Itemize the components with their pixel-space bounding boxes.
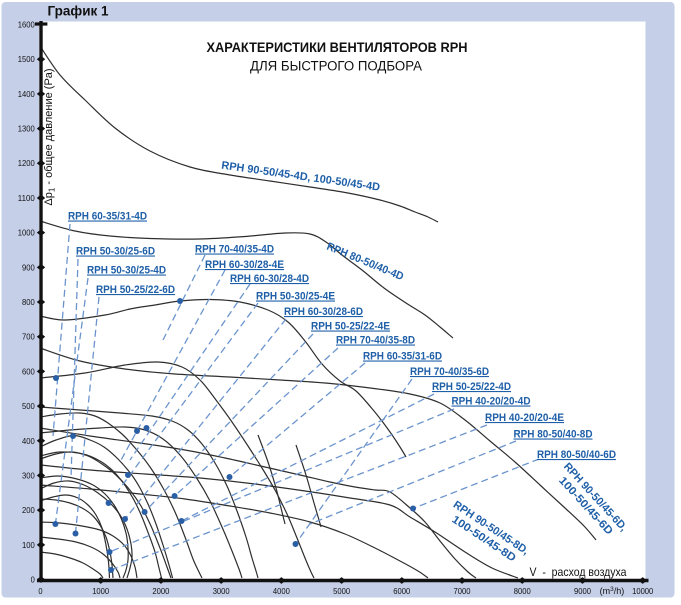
svg-text:ДЛЯ БЫСТРОГО ПОДБОРА: ДЛЯ БЫСТРОГО ПОДБОРА [250,59,422,74]
svg-text:RPH 80-50/40-8D: RPH 80-50/40-8D [514,429,593,441]
svg-text:RPH 60-35/31-4D: RPH 60-35/31-4D [68,211,147,223]
svg-text:RPH 60-30/28-4E: RPH 60-30/28-4E [205,259,284,271]
svg-text:9000: 9000 [574,586,591,596]
svg-text:Δp1 - общее давление (Pa): Δp1 - общее давление (Pa) [43,68,57,205]
svg-text:RPH 60-30/28-6D: RPH 60-30/28-6D [284,306,363,318]
svg-text:700: 700 [22,332,35,342]
svg-text:1500: 1500 [18,54,35,64]
svg-text:RPH 70-40/35-8D: RPH 70-40/35-8D [336,335,415,347]
svg-text:7000: 7000 [454,586,471,596]
svg-text:300: 300 [22,470,35,480]
svg-text:1100: 1100 [18,193,35,203]
svg-text:2000: 2000 [152,586,169,596]
svg-text:RPH 80-50/40-6D: RPH 80-50/40-6D [537,449,616,461]
svg-text:1000: 1000 [18,228,35,238]
svg-text:0: 0 [31,575,35,585]
svg-text:200: 200 [22,505,35,515]
svg-text:400: 400 [22,436,35,446]
svg-text:RPH 40-20/20-4D: RPH 40-20/20-4D [452,396,531,408]
svg-text:1200: 1200 [18,158,35,168]
svg-text:1000: 1000 [92,586,109,596]
svg-text:ХАРАКТЕРИСТИКИ ВЕНТИЛЯТОРОВ RP: ХАРАКТЕРИСТИКИ ВЕНТИЛЯТОРОВ RPH [207,40,468,55]
svg-text:100: 100 [22,540,35,550]
svg-text:RPH 60-35/31-6D: RPH 60-35/31-6D [363,351,442,363]
svg-text:500: 500 [22,401,35,411]
svg-text:600: 600 [22,366,35,376]
svg-text:5000: 5000 [333,586,350,596]
svg-text:800: 800 [22,297,35,307]
svg-text:4000: 4000 [273,586,290,596]
svg-text:RPH 50-30/25-4E: RPH 50-30/25-4E [256,291,335,303]
svg-text:(m3/h): (m3/h) [600,586,625,596]
svg-text:6000: 6000 [393,586,410,596]
svg-text:1600: 1600 [18,20,35,30]
svg-text:RPH 70-40/35-4D: RPH 70-40/35-4D [195,244,274,256]
svg-text:RPH 60-30/28-4D: RPH 60-30/28-4D [230,273,309,285]
svg-text:RPH 50-25/22-4D: RPH 50-25/22-4D [432,381,511,393]
svg-text:900: 900 [22,262,35,272]
svg-text:1400: 1400 [18,89,35,99]
svg-text:RPH 50-25/22-4E: RPH 50-25/22-4E [311,321,390,333]
svg-text:3000: 3000 [213,586,230,596]
svg-text:1300: 1300 [18,124,35,134]
svg-text:V - расход воздуха: V - расход воздуха [530,565,627,579]
svg-text:RPH 50-25/22-6D: RPH 50-25/22-6D [96,284,175,296]
svg-text:График 1: График 1 [47,4,109,19]
svg-text:10000: 10000 [632,586,653,596]
svg-text:RPH 40-20/20-4E: RPH 40-20/20-4E [485,412,564,424]
svg-text:8000: 8000 [514,586,531,596]
svg-text:RPH 50-30/25-4D: RPH 50-30/25-4D [87,265,166,277]
svg-text:0: 0 [38,586,42,596]
svg-text:RPH 50-30/25-6D: RPH 50-30/25-6D [76,246,155,258]
svg-text:RPH 70-40/35-6D: RPH 70-40/35-6D [410,366,489,378]
